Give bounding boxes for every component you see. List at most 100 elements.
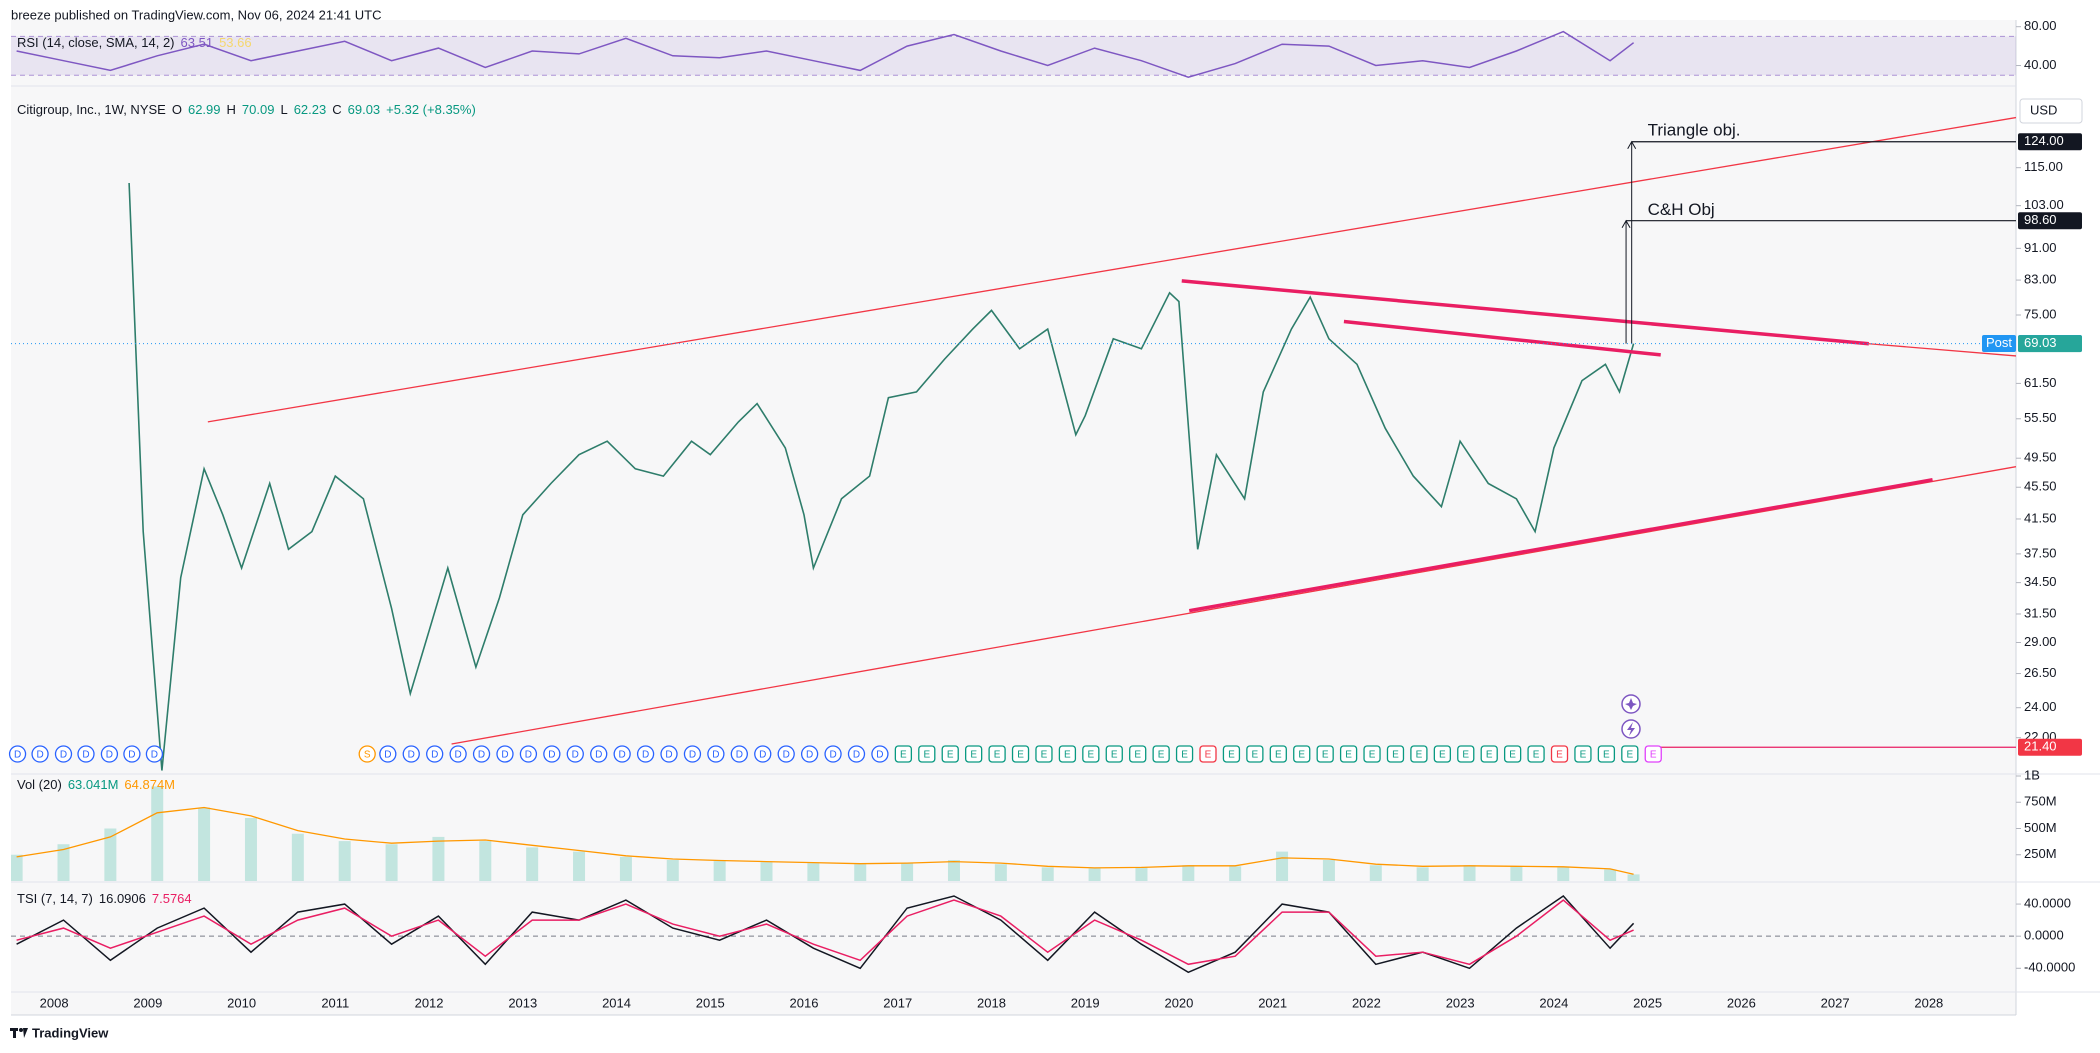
event-label: E — [1603, 750, 1610, 761]
x-tick-label: 2015 — [696, 995, 725, 1010]
x-tick-label: 2025 — [1633, 995, 1662, 1010]
event-label: E — [1064, 750, 1071, 761]
y-tick-label: 41.50 — [2024, 510, 2057, 525]
event-label: E — [970, 750, 977, 761]
event-badge — [1129, 745, 1147, 763]
trendline — [451, 466, 2016, 745]
event-badge — [1105, 745, 1123, 763]
event-badge — [472, 745, 491, 763]
volume-bar — [479, 841, 492, 881]
event-badge — [519, 745, 538, 763]
event-badge — [1457, 745, 1475, 763]
event-badge — [54, 745, 73, 763]
x-tick-label: 2010 — [227, 995, 256, 1010]
event-label: D — [853, 750, 860, 761]
price-tag: Post — [1986, 335, 2012, 350]
event-label: E — [1134, 750, 1141, 761]
y-tick-label: 83.00 — [2024, 272, 2057, 287]
event-label: E — [1087, 750, 1094, 761]
volume-bar — [1604, 869, 1617, 881]
event-label: D — [478, 750, 485, 761]
event-label: E — [1416, 750, 1423, 761]
volume-bar — [291, 833, 304, 881]
event-badge — [754, 745, 772, 763]
event-badge — [1527, 745, 1545, 763]
pane — [11, 30, 2016, 78]
x-tick-label: 2020 — [1164, 995, 1193, 1010]
legend-item: C — [332, 102, 341, 117]
volume-bar — [1557, 867, 1570, 881]
event-badge — [1222, 745, 1241, 763]
y-tick-label: 37.50 — [2024, 545, 2057, 560]
event-badge — [426, 745, 444, 763]
event-badge — [1082, 745, 1100, 763]
event-badge — [660, 745, 678, 763]
x-tick-label: 2021 — [1258, 995, 1287, 1010]
legend-item: H — [227, 102, 236, 117]
event-badge — [1433, 745, 1451, 763]
legend-item: 53.66 — [219, 35, 252, 50]
event-label: E — [1556, 750, 1563, 761]
x-tick-label: 2011 — [321, 995, 349, 1010]
volume-bar — [104, 828, 117, 881]
y-tick-label: 250M — [2024, 846, 2057, 861]
event-badge — [1644, 745, 1662, 763]
event-label: D — [829, 750, 836, 761]
event-badge — [1386, 745, 1405, 763]
event-badge — [636, 745, 655, 763]
volume-bar — [854, 864, 867, 881]
y-tick-label: 40.00 — [2024, 57, 2057, 72]
volume-bar — [807, 863, 820, 881]
event-label: D — [548, 750, 555, 761]
event-label: D — [876, 750, 883, 761]
legend-item: O — [172, 102, 182, 117]
volume-bar — [151, 786, 164, 881]
event-badge — [941, 745, 959, 763]
event-badge — [894, 745, 913, 763]
legend: RSI (14, close, SMA, 14, 2) 63.51 53.66 — [17, 35, 252, 50]
event-badge — [1011, 745, 1030, 763]
volume-bar — [760, 862, 773, 881]
series-line — [16, 30, 1635, 78]
event-icons — [1621, 694, 1641, 739]
legend-item: Citigroup, Inc., 1W, NYSE — [17, 102, 166, 117]
event-label: E — [1017, 750, 1024, 761]
event-badge — [683, 745, 702, 763]
rsi-band — [11, 36, 2016, 76]
event-label: E — [1228, 750, 1235, 761]
event-label: E — [1252, 750, 1259, 761]
volume-bar — [432, 836, 445, 881]
x-tick-label: 2017 — [883, 995, 912, 1010]
volume-bar — [1416, 867, 1429, 881]
volume-bar — [573, 851, 586, 881]
volume-bar — [57, 844, 70, 881]
x-tick-label: 2008 — [40, 995, 69, 1010]
event-badge — [613, 745, 631, 763]
y-tick-label: 103.00 — [2024, 197, 2064, 212]
event-label: D — [736, 750, 743, 761]
legend-item: L — [280, 102, 287, 117]
y-tick-label: 26.50 — [2024, 665, 2057, 680]
event-label: D — [106, 750, 113, 761]
price-tag-box — [1982, 334, 2016, 352]
y-tick-label: 80.00 — [2024, 18, 2057, 33]
volume-bar — [1463, 865, 1476, 881]
volume-bar — [713, 861, 726, 881]
event-label: D — [525, 750, 532, 761]
x-tick-label: 2028 — [1914, 995, 1943, 1010]
x-tick-label: 2022 — [1352, 995, 1381, 1010]
event-label: E — [1580, 750, 1587, 761]
event-label: E — [1158, 750, 1165, 761]
event-badge — [100, 745, 119, 763]
volume-bar — [1627, 874, 1640, 881]
event-badge — [1574, 745, 1592, 763]
trendline — [1868, 343, 2016, 357]
event-label: E — [1486, 750, 1493, 761]
legend-item: TSI (7, 14, 7) — [17, 891, 93, 906]
x-tick-label: 2027 — [1821, 995, 1850, 1010]
event-label: E — [1181, 750, 1188, 761]
event-badge — [1269, 745, 1287, 763]
event-label: D — [619, 750, 626, 761]
event-badge — [965, 745, 983, 763]
